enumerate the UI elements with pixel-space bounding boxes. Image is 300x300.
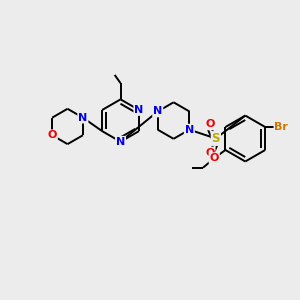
Text: O: O (48, 130, 57, 140)
Text: N: N (153, 106, 162, 116)
Text: O: O (205, 119, 215, 129)
Text: O: O (209, 153, 219, 163)
Text: O: O (205, 148, 215, 158)
Text: S: S (212, 132, 220, 145)
Text: N: N (78, 112, 88, 123)
Text: N: N (116, 137, 125, 147)
Text: N: N (185, 125, 194, 135)
Text: Br: Br (274, 122, 288, 132)
Text: N: N (134, 105, 143, 115)
